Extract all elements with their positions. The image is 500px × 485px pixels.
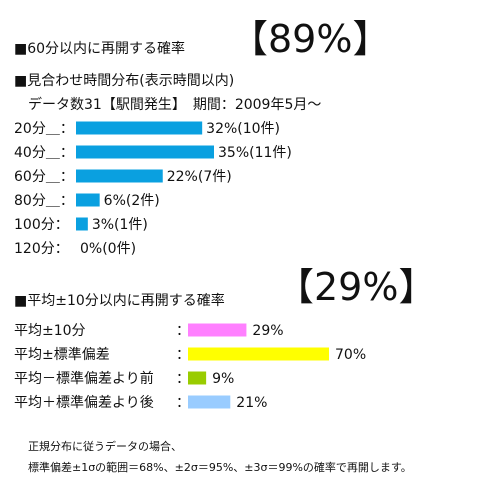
data-label: 29% xyxy=(252,323,283,339)
bar xyxy=(76,193,100,207)
note-line-2: 標準偏差±1σの範囲＝68%、±2σ＝95%、±3σ＝99%の確率で再開します。 xyxy=(28,461,412,474)
bar xyxy=(188,395,231,409)
separator: ： xyxy=(176,371,190,387)
probability-60min-value: 【89%】 xyxy=(230,17,391,61)
data-label: 22%(7件) xyxy=(167,169,232,185)
category-label: 100分： xyxy=(14,217,69,233)
note-line-1: 正規分布に従うデータの場合、 xyxy=(28,440,182,453)
bar xyxy=(188,347,329,361)
category-label: 平均±10分 xyxy=(14,323,86,339)
category-label: 20分＿： xyxy=(14,121,74,137)
data-label: 0%(0件) xyxy=(80,241,136,257)
probability-mean10-label: ■平均±10分以内に再開する確率 xyxy=(14,293,225,309)
category-label: 平均＋標準偏差より後 xyxy=(14,395,154,411)
category-label: 80分＿： xyxy=(14,193,74,209)
category-label: 120分： xyxy=(14,241,69,257)
bar xyxy=(76,169,163,183)
probability-60min-label: ■60分以内に再開する確率 xyxy=(14,41,186,57)
data-label: 70% xyxy=(335,347,366,363)
distribution-chart: 20分＿： 32%(10件) 40分＿： 35%(11件) 60分＿： 22%(7件) 80… xyxy=(14,121,292,257)
category-label: 60分＿： xyxy=(14,169,74,185)
bar xyxy=(188,323,247,337)
data-label: 3%(1件) xyxy=(92,217,148,233)
category-label: 平均－標準偏差より前 xyxy=(14,370,154,387)
range-probability-chart: 平均±10分 ： 29% 平均±標準偏差 ： 70% 平均－標準偏差より前 ： 9% 平均＋標準偏… xyxy=(14,323,366,411)
probability-mean10-value: 【29%】 xyxy=(276,265,437,309)
data-label: 35%(11件) xyxy=(218,145,292,161)
distribution-subtitle: データ数31【駅間発生】 期間：2009年5月～ xyxy=(28,97,322,113)
bar xyxy=(76,145,214,159)
data-label: 32%(10件) xyxy=(206,121,280,137)
bar xyxy=(76,217,88,231)
category-label: 40分＿： xyxy=(14,145,74,161)
category-label: 平均±標準偏差 xyxy=(14,347,110,363)
separator: ： xyxy=(176,323,190,339)
data-label: 9% xyxy=(212,371,234,387)
separator: ： xyxy=(176,347,190,363)
separator: ： xyxy=(176,395,190,411)
bar xyxy=(188,371,207,385)
data-label: 21% xyxy=(236,395,267,411)
distribution-label: ■見合わせ時間分布(表示時間以内) xyxy=(14,73,235,89)
bar xyxy=(76,121,203,135)
data-label: 6%(2件) xyxy=(104,193,160,209)
